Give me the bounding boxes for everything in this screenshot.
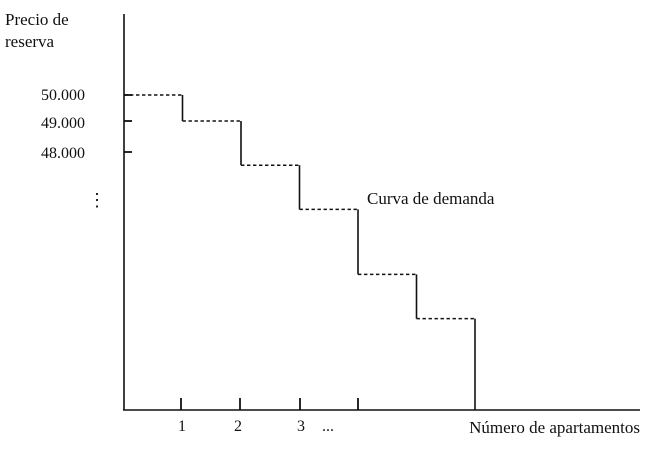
y-tick-label-49000: 49.000 <box>41 115 85 132</box>
y-axis-title-line2: reserva <box>5 32 55 51</box>
x-tick-label-3: 3 <box>297 418 305 435</box>
demand-curve <box>124 94 476 410</box>
x-continuation-dots: ... <box>322 418 334 435</box>
x-axis-title: Número de apartamentos <box>469 418 640 437</box>
y-continuation-dots: ⋮ <box>88 190 106 210</box>
x-tick-label-1: 1 <box>178 418 186 435</box>
y-tick-label-50000: 50.000 <box>41 87 85 104</box>
y-tick-label-48000: 48.000 <box>41 145 85 162</box>
curve-annotation: Curva de demanda <box>367 189 495 208</box>
y-axis-title-line1: Precio de <box>5 10 69 29</box>
x-tick-label-2: 2 <box>234 418 242 435</box>
